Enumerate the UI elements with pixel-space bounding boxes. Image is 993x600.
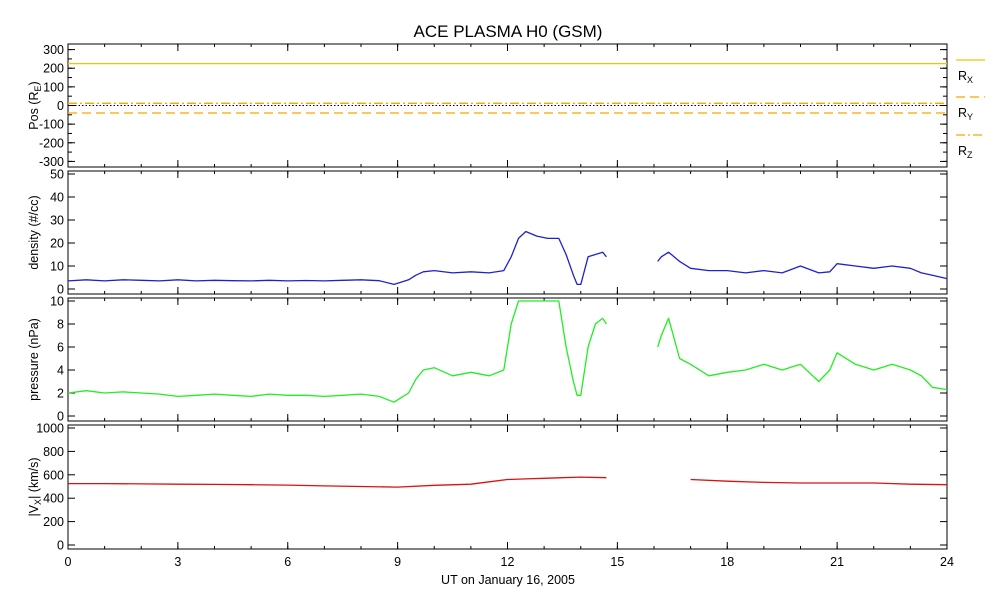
y-tick-label: 1000 [36,422,64,436]
y-tick-label: 50 [50,168,64,182]
y-tick-label: 0 [57,539,64,553]
y-tick-label: 300 [43,43,64,57]
y-tick-label: -200 [39,136,64,150]
panel-pos: 300 200 100 0 -100 -200 -300 Pos (RE) RX RY RZ [27,43,985,169]
x-tick-label: 24 [940,555,954,569]
series-line-pressure-0 [67,300,948,403]
y-tick-label: 10 [50,295,64,309]
y-tick-label: 100 [43,80,64,94]
y-axis-label-pressure: pressure (nPa) [27,318,41,401]
y-tick-label: 10 [50,260,64,274]
panel-frame [67,43,948,168]
y-tick-label: 800 [43,445,64,459]
y-tick-label: -100 [39,118,64,132]
y-tick-label: 40 [50,191,64,205]
x-tick-label: 3 [174,555,181,569]
y-tick-label: 400 [43,492,64,506]
x-tick-label: 9 [394,555,401,569]
x-tick-label: 15 [610,555,624,569]
y-tick-label: 200 [43,515,64,529]
legend: RX RY RZ [956,59,985,160]
x-tick-label: 18 [720,555,734,569]
x-axis-ticks: 0 3 6 9 12 15 18 21 24 [65,555,954,569]
y-axis-label-pos: Pos (RE) [27,81,43,129]
y-tick-label: 4 [57,364,64,378]
x-axis-label: UT on January 16, 2005 [441,573,575,587]
y-tick-label: 0 [57,99,64,113]
panel-density: 50 40 30 20 10 0 density (#/cc) [27,168,948,297]
y-tick-label: 8 [57,318,64,332]
x-tick-label: 6 [284,555,291,569]
panel-frame [67,170,948,295]
y-tick-label: 0 [57,283,64,297]
panel-frame [67,297,948,422]
y-axis-label-density: density (#/cc) [27,195,41,269]
y-tick-label: 30 [50,214,64,228]
y-tick-label: 6 [57,341,64,355]
y-tick-label: -300 [39,155,64,169]
y-tick-label: 0 [57,410,64,424]
panel-frame [67,424,948,550]
y-tick-label: 2 [57,387,64,401]
series-line-vx-0 [68,476,948,488]
chart-title: ACE PLASMA H0 (GSM) [414,22,603,41]
y-tick-label: 600 [43,468,64,482]
legend-label: RY [958,106,973,122]
x-tick-label: 12 [501,555,515,569]
y-tick-label: 200 [43,62,64,76]
legend-label: RX [958,69,973,85]
legend-label: RZ [958,144,973,160]
x-tick-label: 21 [830,555,844,569]
series-line-density-0 [67,230,948,286]
panel-vx: 1000 800 600 400 200 0 |VX| (km/s) [27,422,948,553]
y-axis-label-vx: |VX| (km/s) [27,457,43,516]
x-tick-label: 0 [65,555,72,569]
y-tick-label: 20 [50,237,64,251]
panel-pressure: 10 8 6 4 2 0 pressure (nPa) [27,295,948,424]
